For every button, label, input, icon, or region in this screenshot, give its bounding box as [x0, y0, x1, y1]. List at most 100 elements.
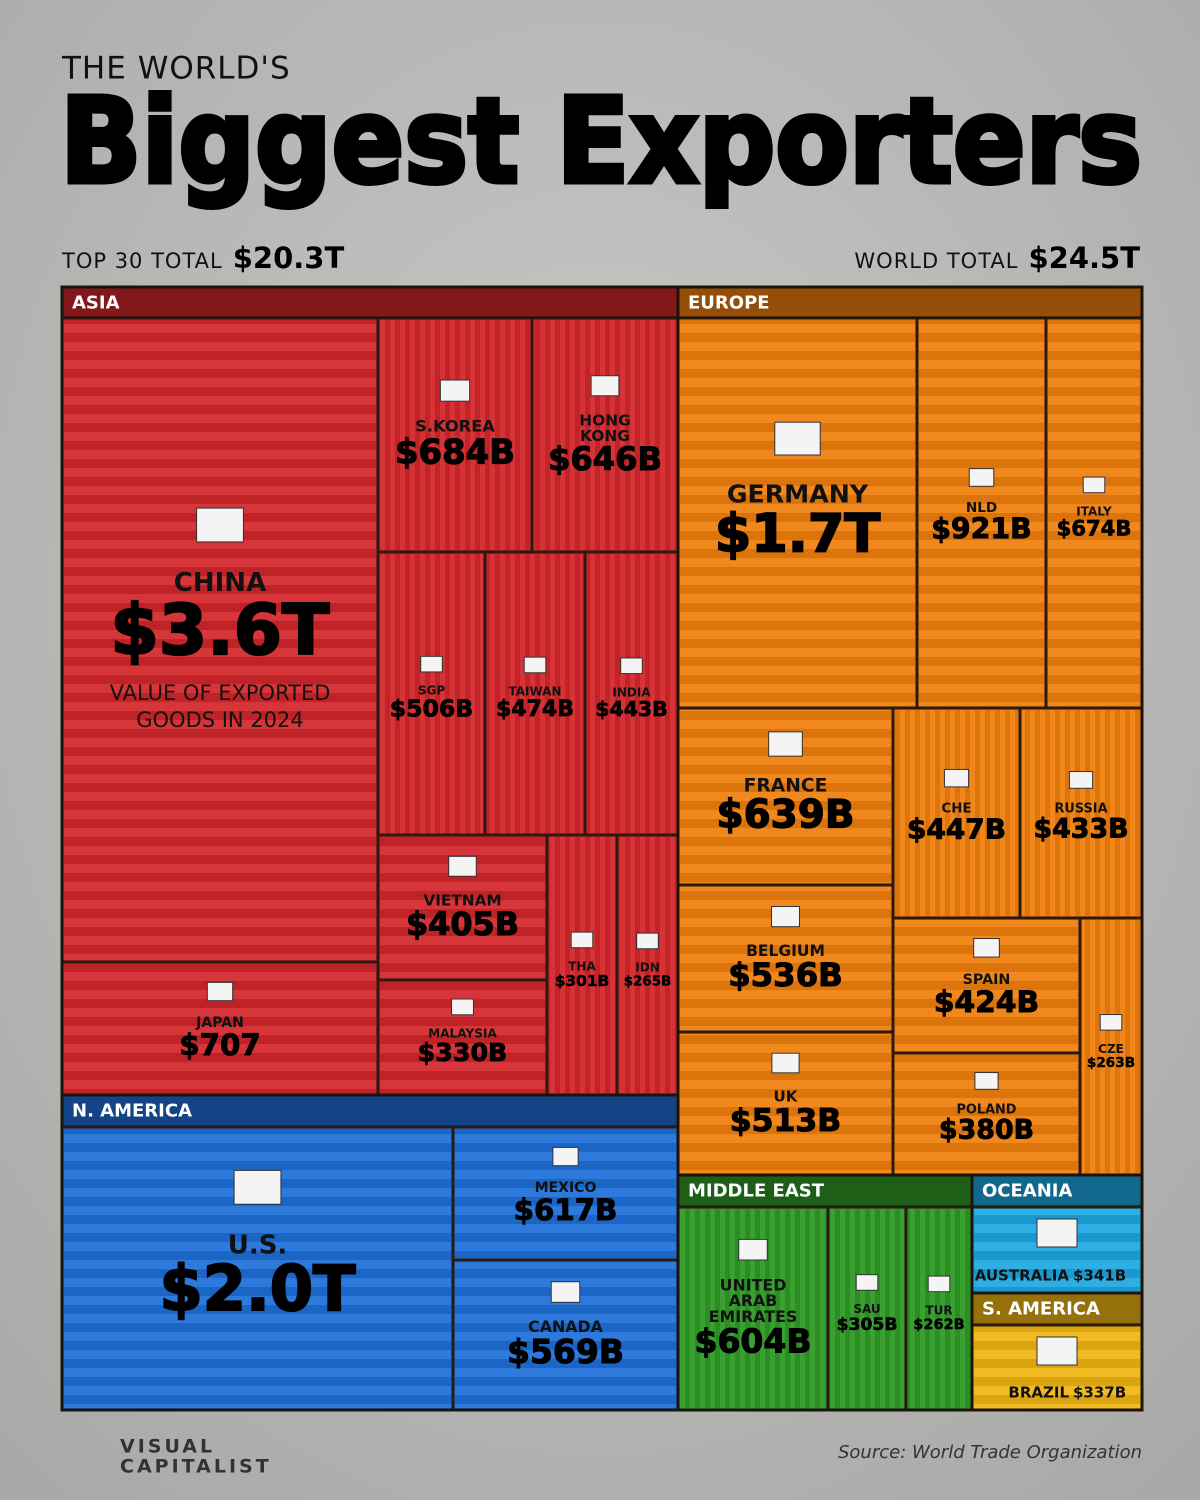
value-label: $646B	[548, 440, 662, 478]
country-name: INDIA	[612, 685, 651, 699]
value-label: $405B	[406, 905, 519, 943]
country-name: GERMANY	[727, 479, 869, 508]
flag	[973, 938, 1000, 958]
country-name: NLD	[966, 500, 997, 516]
country-name: U.S.	[228, 1230, 288, 1260]
region-name: S. AMERICA	[982, 1299, 1100, 1320]
value-label: $536B	[728, 956, 843, 994]
country-name: RUSSIA	[1054, 801, 1107, 816]
flag	[636, 932, 659, 950]
flag	[768, 731, 803, 757]
value-label: $443B	[595, 697, 667, 721]
flag	[451, 998, 474, 1016]
flag	[570, 931, 594, 949]
country-name: FRANCE	[744, 776, 828, 797]
value-label: $513B	[730, 1103, 842, 1139]
value-label: $921B	[931, 513, 1032, 546]
country-name: S.KOREA	[415, 417, 495, 436]
country-name: CHINA	[174, 568, 266, 598]
flag	[1099, 1014, 1123, 1031]
flag	[552, 1146, 579, 1167]
value-label: $674B	[1057, 516, 1132, 541]
flag	[550, 1281, 581, 1303]
value-label: $2.0T	[159, 1252, 356, 1325]
source: Source: World Trade Organization	[838, 1442, 1142, 1463]
country-name: VIETNAM	[423, 891, 501, 909]
country-name: TUR	[925, 1303, 952, 1317]
flag	[523, 656, 547, 674]
value-label: $447B	[907, 812, 1006, 845]
value-label: $604B	[695, 1322, 812, 1361]
country-name: HONG KONG	[579, 411, 631, 444]
value-label: $337B	[1073, 1384, 1126, 1402]
region-name: OCEANIA	[982, 1181, 1073, 1202]
subtitle: THE WORLD'S	[61, 51, 291, 87]
country-name: POLAND	[956, 1102, 1016, 1117]
flag	[1082, 476, 1106, 494]
annotation: GOODS IN 2024	[136, 708, 304, 732]
country-name: MALAYSIA	[428, 1027, 497, 1041]
value-label: $305B	[837, 1315, 898, 1335]
value-label: $569B	[507, 1332, 624, 1371]
country-name: CANADA	[528, 1317, 604, 1336]
flag	[1036, 1336, 1078, 1366]
flag	[771, 1052, 800, 1074]
flag	[771, 906, 800, 928]
total-value: $20.3T	[233, 241, 345, 275]
region-name: EUROPE	[688, 293, 770, 314]
region-header	[972, 1293, 1142, 1324]
value-label: $1.7T	[715, 504, 881, 565]
region-name: N. AMERICA	[72, 1101, 192, 1122]
flag	[968, 468, 995, 487]
country-name: ITALY	[1076, 504, 1112, 518]
country-name: IDN	[635, 960, 659, 974]
region-name: MIDDLE EAST	[688, 1181, 825, 1202]
value-label: $265B	[624, 974, 672, 989]
flag	[196, 507, 244, 543]
country-name: BELGIUM	[746, 942, 825, 960]
region-header	[678, 287, 1142, 318]
value-label: $330B	[418, 1038, 508, 1067]
flag	[1036, 1218, 1078, 1248]
logo: VISUAL	[120, 1436, 215, 1458]
value-label: $506B	[390, 695, 473, 723]
country-name: BRAZIL	[1008, 1384, 1069, 1402]
title: Biggest Exporters	[60, 72, 1142, 210]
country-name: SGP	[418, 684, 445, 698]
flag	[206, 981, 234, 1002]
country-name: UK	[774, 1087, 799, 1105]
region-header	[62, 1095, 678, 1126]
value-label: $424B	[934, 985, 1039, 1020]
total-label: TOP 30 TOTAL	[61, 249, 223, 273]
country-name: CZE	[1098, 1042, 1124, 1056]
annotation: VALUE OF EXPORTED	[110, 681, 331, 705]
total-label: WORLD TOTAL	[854, 249, 1018, 273]
country-name: CHE	[941, 801, 971, 816]
value-label: $684B	[395, 432, 515, 471]
flag	[420, 655, 443, 673]
country-name: SPAIN	[963, 972, 1011, 988]
value-label: $301B	[555, 972, 610, 990]
value-label: $380B	[939, 1115, 1034, 1146]
value-label: $341B	[1073, 1266, 1126, 1284]
region-name: ASIA	[72, 293, 120, 314]
flag	[738, 1238, 768, 1261]
total-value: $24.5T	[1028, 241, 1140, 275]
country-name: AUSTRALIA	[975, 1266, 1070, 1284]
value-label: $474B	[496, 697, 574, 722]
flag	[590, 375, 620, 397]
flag	[439, 379, 471, 402]
country-name: THA	[568, 959, 596, 973]
country-name: TAIWAN	[508, 684, 561, 698]
region-header	[62, 287, 678, 318]
flag	[620, 657, 643, 675]
value-label: $707	[179, 1028, 260, 1062]
flag	[774, 421, 821, 456]
flag	[855, 1274, 879, 1291]
flag	[1068, 771, 1094, 789]
region-header	[972, 1175, 1142, 1206]
flag	[974, 1072, 999, 1090]
region-border	[970, 1291, 1144, 1412]
country-name: UNITED ARAB EMIRATES	[709, 1275, 798, 1326]
